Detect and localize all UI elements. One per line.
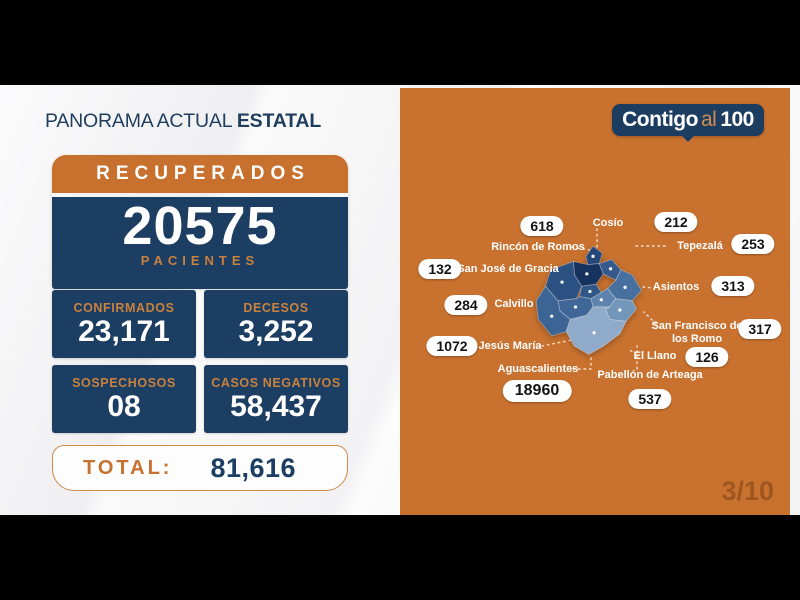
stat-label: SOSPECHOSOS: [72, 376, 176, 390]
map-region-san-francisco-de-los-romo: [590, 287, 617, 308]
map-label-cosio: Cosío: [592, 217, 624, 229]
map-label-aguascalientes: Aguascalientes: [497, 363, 579, 375]
stat-card-confirmados: CONFIRMADOS 23,171: [52, 290, 196, 358]
map-region-calvillo: [535, 285, 571, 337]
logo-speech-tail: [681, 135, 695, 142]
recovered-label: RECUPERADOS: [52, 155, 348, 193]
map-label-san-jose-de-gracia: San José de Gracia: [457, 263, 559, 275]
map-value-jesus-maria: 1072: [426, 336, 478, 356]
page-title-bold: ESTATAL: [236, 110, 322, 132]
recovered-value: 20575: [122, 196, 278, 256]
map-value-aguascalientes: 18960: [502, 380, 572, 402]
map-label-tepezala: Tepezalá: [677, 240, 723, 252]
map-value-el-llano: 126: [685, 347, 729, 367]
stats-panel: PANORAMA ACTUAL ESTATAL RECUPERADOS 2057…: [0, 85, 400, 515]
map-label-pabellon-de-arteaga: Pabellón de Arteaga: [597, 369, 703, 381]
recovered-card: RECUPERADOS 20575 PACIENTES: [52, 155, 348, 289]
stat-label: CONFIRMADOS: [73, 301, 175, 315]
contigo-al-100-logo: Contigo al 100: [612, 104, 764, 136]
map-panel: Contigo al 100: [400, 88, 790, 515]
map-label-san-francisco-de-los-romo: San Francisco de los Romo: [651, 320, 743, 345]
map-value-san-jose-de-gracia: 132: [418, 259, 462, 279]
map-region-rincon-de-romos: [572, 260, 604, 287]
map-label-el-llano: El Llano: [633, 350, 677, 362]
stat-card-sospechosos: SOSPECHOSOS 08: [52, 365, 196, 433]
map-value-pabellon-de-arteaga: 537: [628, 389, 672, 409]
map-region-asientos: [606, 269, 643, 302]
recovered-sublabel: PACIENTES: [140, 253, 260, 268]
stat-card-decesos: DECESOS 3,252: [204, 290, 348, 358]
map-region-aguascalientes: [565, 306, 627, 355]
page-indicator: 3/10: [721, 476, 774, 506]
page-title-regular: PANORAMA ACTUAL: [45, 110, 232, 132]
map-region-pabellon-de-arteaga: [579, 283, 602, 300]
logo-word-contigo: Contigo: [622, 108, 698, 131]
stat-card-casos-negativos: CASOS NEGATIVOS 58,437: [204, 365, 348, 433]
stat-label: CASOS NEGATIVOS: [211, 376, 341, 390]
map-label-rincon-de-romos: Rincón de Romos: [491, 241, 585, 253]
stat-value: 23,171: [78, 315, 170, 348]
total-label: TOTAL:: [83, 456, 173, 479]
logo-word-100: 100: [720, 108, 754, 131]
map-region-tepezala: [598, 258, 622, 281]
stat-value: 58,437: [230, 390, 322, 423]
map-value-tepezala: 253: [731, 234, 775, 254]
map-value-rincon-de-romos: 618: [520, 216, 564, 236]
page-title: PANORAMA ACTUAL ESTATAL: [45, 110, 321, 133]
map-region-cosio: [585, 246, 603, 266]
map-label-jesus-maria: Jesús María: [478, 340, 542, 352]
map-label-asientos: Asientos: [652, 281, 700, 293]
map-region-el-llano: [604, 298, 637, 322]
map-value-asientos: 313: [711, 276, 755, 296]
stat-label: DECESOS: [243, 301, 309, 315]
map-label-calvillo: Calvillo: [494, 298, 534, 310]
map-value-san-francisco-de-los-romo: 317: [738, 319, 782, 339]
logo-word-al: al: [700, 108, 717, 131]
map-value-calvillo: 284: [444, 295, 488, 315]
total-card: TOTAL: 81,616: [52, 445, 348, 491]
recovered-body: 20575 PACIENTES: [52, 197, 348, 289]
slide: PANORAMA ACTUAL ESTATAL RECUPERADOS 2057…: [0, 85, 800, 515]
stat-value: 08: [107, 390, 141, 423]
total-value: 81,616: [210, 452, 297, 483]
map-region-jesus-maria: [557, 296, 594, 320]
stat-value: 3,252: [238, 315, 314, 348]
map-value-cosio: 212: [654, 212, 698, 232]
